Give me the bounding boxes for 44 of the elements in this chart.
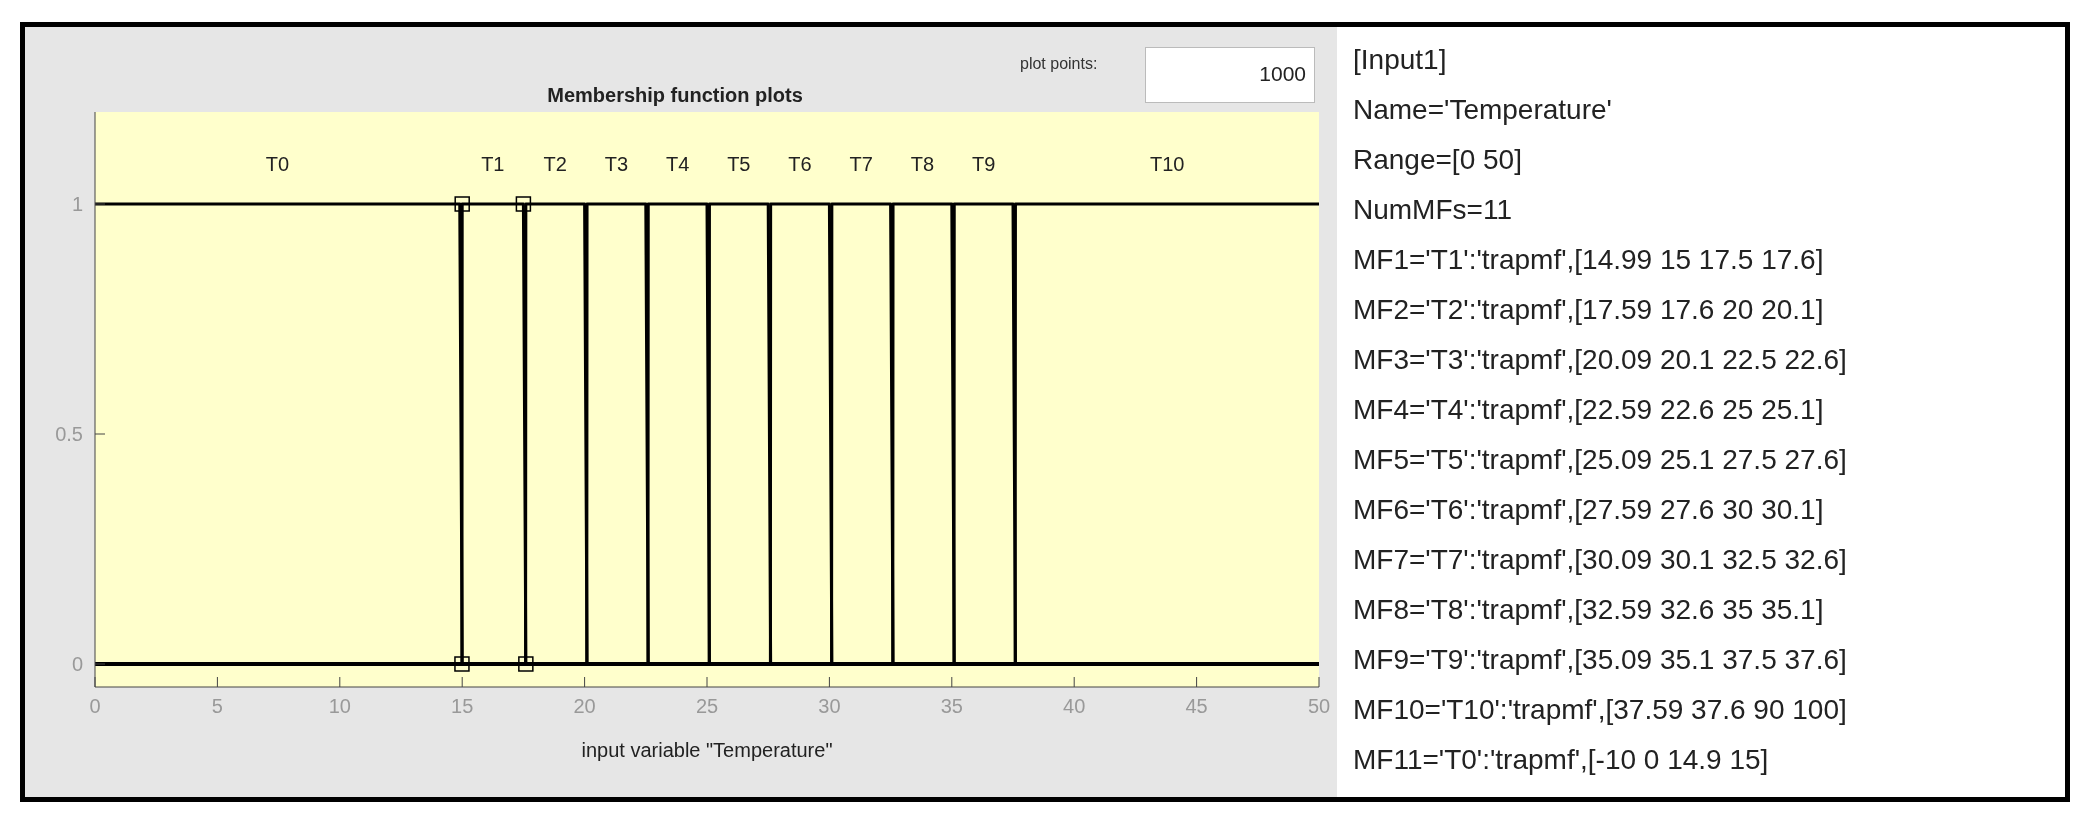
text: MF8='T8':'trapmf',[32.59 32.6 35 35.1] — [1353, 593, 1825, 627]
text: Range=[0 50] — [1353, 143, 1523, 177]
x-tick-label: 45 — [1185, 695, 1208, 718]
series-label: T6 — [788, 152, 812, 175]
x-tick-label: 50 — [1307, 695, 1331, 718]
y-tick-label: 1 — [71, 193, 83, 216]
text: MF4='T4':'trapmf',[22.59 22.6 25 25.1] — [1353, 393, 1825, 427]
text: MF3='T3':'trapmf',[20.09 20.1 22.5 22.6] — [1353, 343, 1847, 377]
x-tick-label: 20 — [573, 695, 596, 718]
series-label: T8 — [910, 152, 935, 175]
y-tick-label: 0 — [71, 653, 83, 676]
text: MF7='T7':'trapmf',[30.09 30.1 32.5 32.6] — [1353, 543, 1847, 577]
x-tick-label: 5 — [211, 695, 223, 718]
text: MF11='T0':'trapmf',[-10 0 14.9 15] — [1353, 743, 1770, 777]
x-tick-label: 15 — [451, 695, 474, 718]
text: MF6='T6':'trapmf',[27.59 27.6 30 30.1] — [1353, 493, 1825, 527]
series-label: T2 — [543, 152, 567, 175]
text-field: 1000 — [1145, 47, 1315, 103]
x-tick-label: 0 — [89, 695, 101, 718]
text: MF5='T5':'trapmf',[25.09 25.1 27.5 27.6] — [1353, 443, 1847, 477]
text: NumMFs=11 — [1353, 193, 1513, 227]
x-tick-label: 40 — [1063, 695, 1086, 718]
series-label: T5 — [727, 152, 751, 175]
series-label: T0 — [265, 152, 290, 175]
x-tick-label: 10 — [328, 695, 351, 718]
x-tick-label: 30 — [818, 695, 841, 718]
text: MF2='T2':'trapmf',[17.59 17.6 20 20.1] — [1353, 293, 1825, 327]
text: MF9='T9':'trapmf',[35.09 35.1 37.5 37.6] — [1353, 643, 1847, 677]
x-tick-label: 25 — [695, 695, 719, 718]
text: Name='Temperature' — [1353, 93, 1613, 127]
text: plot points: — [1020, 55, 1098, 73]
series-label: T7 — [849, 152, 873, 175]
chart-title: Membership function plots — [547, 84, 803, 106]
x-tick-label: 35 — [940, 695, 963, 718]
series-label: T10 — [1149, 152, 1185, 175]
series-label: T9 — [971, 152, 996, 175]
x-axis-title: input variable "Temperature" — [581, 739, 833, 761]
y-tick-label: 0.5 — [55, 423, 83, 446]
text: MF10='T10':'trapmf',[37.59 37.6 90 100] — [1353, 693, 1847, 727]
series-label: T1 — [481, 152, 505, 175]
series-label: T4 — [665, 152, 690, 175]
text: [Input1] — [1353, 43, 1448, 77]
series-label: T3 — [604, 152, 629, 175]
text: MF1='T1':'trapmf',[14.99 15 17.5 17.6] — [1353, 243, 1825, 277]
